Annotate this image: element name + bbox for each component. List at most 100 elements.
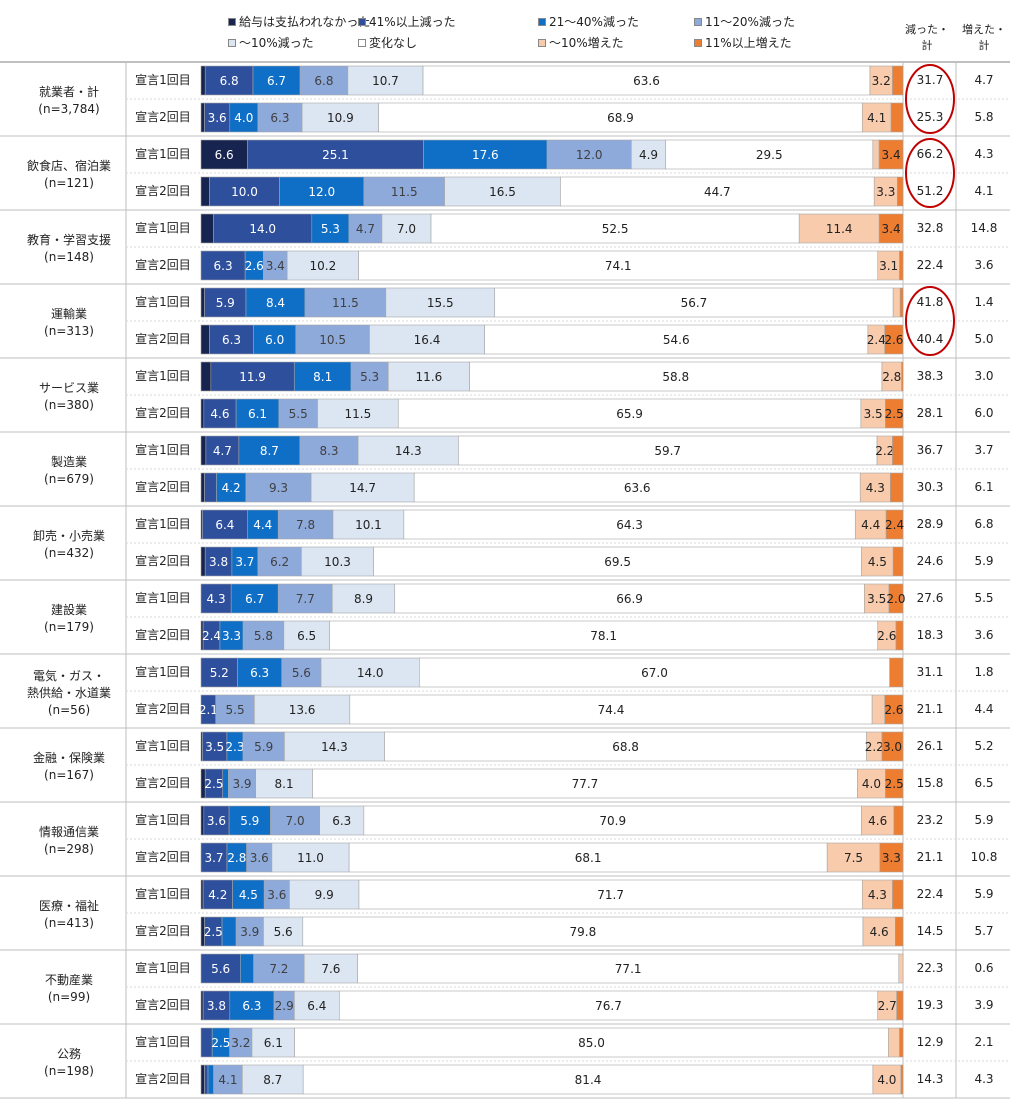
decreased-total-value: 27.6 <box>916 591 944 605</box>
category-n: (n=198) <box>44 1064 94 1078</box>
category-name: 建設業 <box>50 603 87 617</box>
data-label: 3.8 <box>209 555 228 569</box>
data-label: 3.5 <box>864 407 883 421</box>
bar-segment <box>881 731 904 762</box>
bar-segment <box>238 435 301 466</box>
bar-segment <box>394 583 865 614</box>
data-label: 10.5 <box>319 333 346 347</box>
increased-total-value: 5.2 <box>974 739 994 753</box>
decreased-total-value: 21.1 <box>916 850 944 864</box>
data-label: 6.3 <box>214 259 233 273</box>
bar-segment <box>899 250 904 281</box>
decreased-total-value: 18.3 <box>916 628 944 642</box>
bar-segment <box>864 583 890 614</box>
bar-segment <box>277 509 334 540</box>
bar-segment <box>319 805 365 836</box>
bar-segment <box>216 472 247 503</box>
data-label: 5.9 <box>240 814 259 828</box>
data-label: 3.6 <box>250 851 269 865</box>
increased-total-value: 4.4 <box>974 702 994 716</box>
data-label: 3.6 <box>267 888 286 902</box>
bar-segment <box>299 65 349 96</box>
data-label: 4.2 <box>208 888 227 902</box>
wave-label: 宣言1回目 <box>135 369 191 383</box>
data-label: 2.5 <box>885 407 904 421</box>
data-label: 3.7 <box>235 555 254 569</box>
data-label: 6.1 <box>248 407 267 421</box>
bar-segment <box>422 65 871 96</box>
data-label: 5.2 <box>210 666 229 680</box>
category-n: (n=3,784) <box>38 102 100 116</box>
decreased-total-value: 30.3 <box>916 480 944 494</box>
decreased-total-value: 24.6 <box>916 554 944 568</box>
data-label: 52.5 <box>602 222 629 236</box>
data-label: 14.7 <box>349 481 376 495</box>
bar-segment <box>423 139 548 170</box>
data-label: 4.2 <box>222 481 241 495</box>
legend-swatch <box>358 39 366 47</box>
decreased-total-value: 14.5 <box>916 924 944 938</box>
data-label: 68.8 <box>612 740 639 754</box>
wave-label: 宣言1回目 <box>135 221 191 235</box>
bar-segment <box>384 731 867 762</box>
increased-total-value: 1.4 <box>974 295 994 309</box>
data-label: 2.2 <box>875 444 894 458</box>
category-label: 情報通信業 (n=298) <box>14 824 124 858</box>
increased-total-value: 5.0 <box>974 332 994 346</box>
bar-segment <box>430 213 800 244</box>
data-label: 2.5 <box>204 925 223 939</box>
increased-total-value: 3.6 <box>974 258 994 272</box>
bar-segment <box>241 1064 304 1095</box>
increased-total-value: 5.9 <box>974 887 994 901</box>
data-label: 6.7 <box>245 592 264 606</box>
increased-total-value: 3.7 <box>974 443 994 457</box>
bar-segment <box>878 213 904 244</box>
bar-segment <box>826 842 881 873</box>
category-name: 電気・ガス・ <box>32 668 105 683</box>
increased-total-value: 6.5 <box>974 776 994 790</box>
bar-segment <box>240 953 254 984</box>
increased-total-value: 5.7 <box>974 924 994 938</box>
bar-segment <box>890 102 904 133</box>
bar-segment <box>890 472 904 503</box>
category-n: (n=679) <box>44 472 94 486</box>
category-label: 飲食店、宿泊業 (n=121) <box>14 158 124 192</box>
bar-segment <box>213 213 313 244</box>
data-label: 6.3 <box>270 111 289 125</box>
bar-segment <box>899 1027 904 1058</box>
data-label: 7.7 <box>296 592 315 606</box>
bar-segment <box>901 361 904 392</box>
legend-item: 41%以上減った <box>358 15 456 29</box>
wave-label: 宣言1回目 <box>135 591 191 605</box>
bar-segment <box>899 287 904 318</box>
bar-segment <box>209 324 254 355</box>
category-name: 情報通信業 <box>38 825 99 839</box>
data-label: 29.5 <box>756 148 783 162</box>
bar-segment <box>363 176 445 207</box>
data-label: 2.5 <box>204 777 223 791</box>
bar-segment <box>204 65 254 96</box>
bar-segment <box>861 879 893 910</box>
bar-segment <box>200 583 232 614</box>
wave-label: 宣言2回目 <box>135 628 191 642</box>
data-label: 3.4 <box>882 222 901 236</box>
bar-segment <box>895 620 904 651</box>
data-label: 6.1 <box>264 1036 283 1050</box>
category-label: 卸売・小売業 (n=432) <box>14 528 124 562</box>
bar-segment <box>387 361 470 392</box>
data-label: 2.6 <box>884 703 903 717</box>
bar-segment <box>200 213 214 244</box>
bar-segment <box>200 361 212 392</box>
data-label: 3.9 <box>232 777 251 791</box>
bar-segment <box>200 1064 205 1095</box>
wave-label: 宣言1回目 <box>135 961 191 975</box>
data-label: 58.8 <box>662 370 689 384</box>
bar-segment <box>301 546 375 577</box>
data-label: 3.6 <box>207 814 226 828</box>
wave-label: 宣言1回目 <box>135 73 191 87</box>
wave-label: 宣言2回目 <box>135 332 191 346</box>
bar-segment <box>862 916 896 947</box>
data-label: 2.6 <box>245 259 264 273</box>
data-label: 7.8 <box>296 518 315 532</box>
decreased-total-value: 40.4 <box>916 332 944 346</box>
